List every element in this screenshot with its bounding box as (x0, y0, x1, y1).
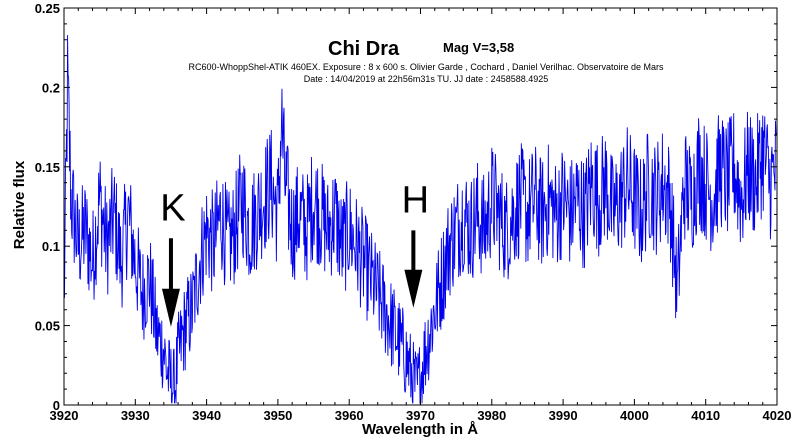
x-tick-label: 3980 (477, 408, 506, 423)
y-tick-label: 0.05 (35, 319, 60, 334)
chart-subtitle-line-2: Date : 14/04/2019 at 22h56m31s TU. JJ da… (304, 74, 549, 84)
x-tick-label: 3960 (335, 408, 364, 423)
chart-subtitle-line-1: RC600-WhoppShel-ATIK 460EX. Exposure : 8… (188, 62, 664, 72)
x-axis-title: Wavelength in Å (362, 421, 478, 438)
x-tick-label: 3920 (50, 408, 79, 423)
chart-title-suffix: Mag V=3,58 (443, 40, 514, 55)
line-marker-arrow-head (161, 288, 180, 327)
line-marker-label: K (160, 187, 185, 229)
y-tick-label: 0.1 (42, 239, 60, 254)
x-tick-label: 4020 (763, 408, 792, 423)
x-tick-label: 3970 (406, 408, 435, 423)
y-tick-label: 0.25 (35, 1, 60, 16)
chart-title: Chi Dra (328, 38, 400, 60)
y-axis-title: Relative flux (11, 160, 28, 249)
x-tick-label: 4010 (691, 408, 720, 423)
y-tick-label: 0.2 (42, 80, 60, 95)
x-tick-label: 4000 (620, 408, 649, 423)
x-tick-label: 3930 (121, 408, 150, 423)
x-tick-label: 3940 (192, 408, 221, 423)
y-tick-label: 0 (53, 398, 60, 413)
x-tick-label: 3950 (263, 408, 292, 423)
y-tick-label: 0.15 (35, 160, 60, 175)
line-marker-arrow-head (404, 269, 423, 308)
x-tick-label: 3990 (549, 408, 578, 423)
ticks-layer: 3920 3930 3940 3950 3960 3970 3980 3990 4000 4010… (35, 1, 792, 423)
line-marker-label: H (402, 179, 429, 221)
